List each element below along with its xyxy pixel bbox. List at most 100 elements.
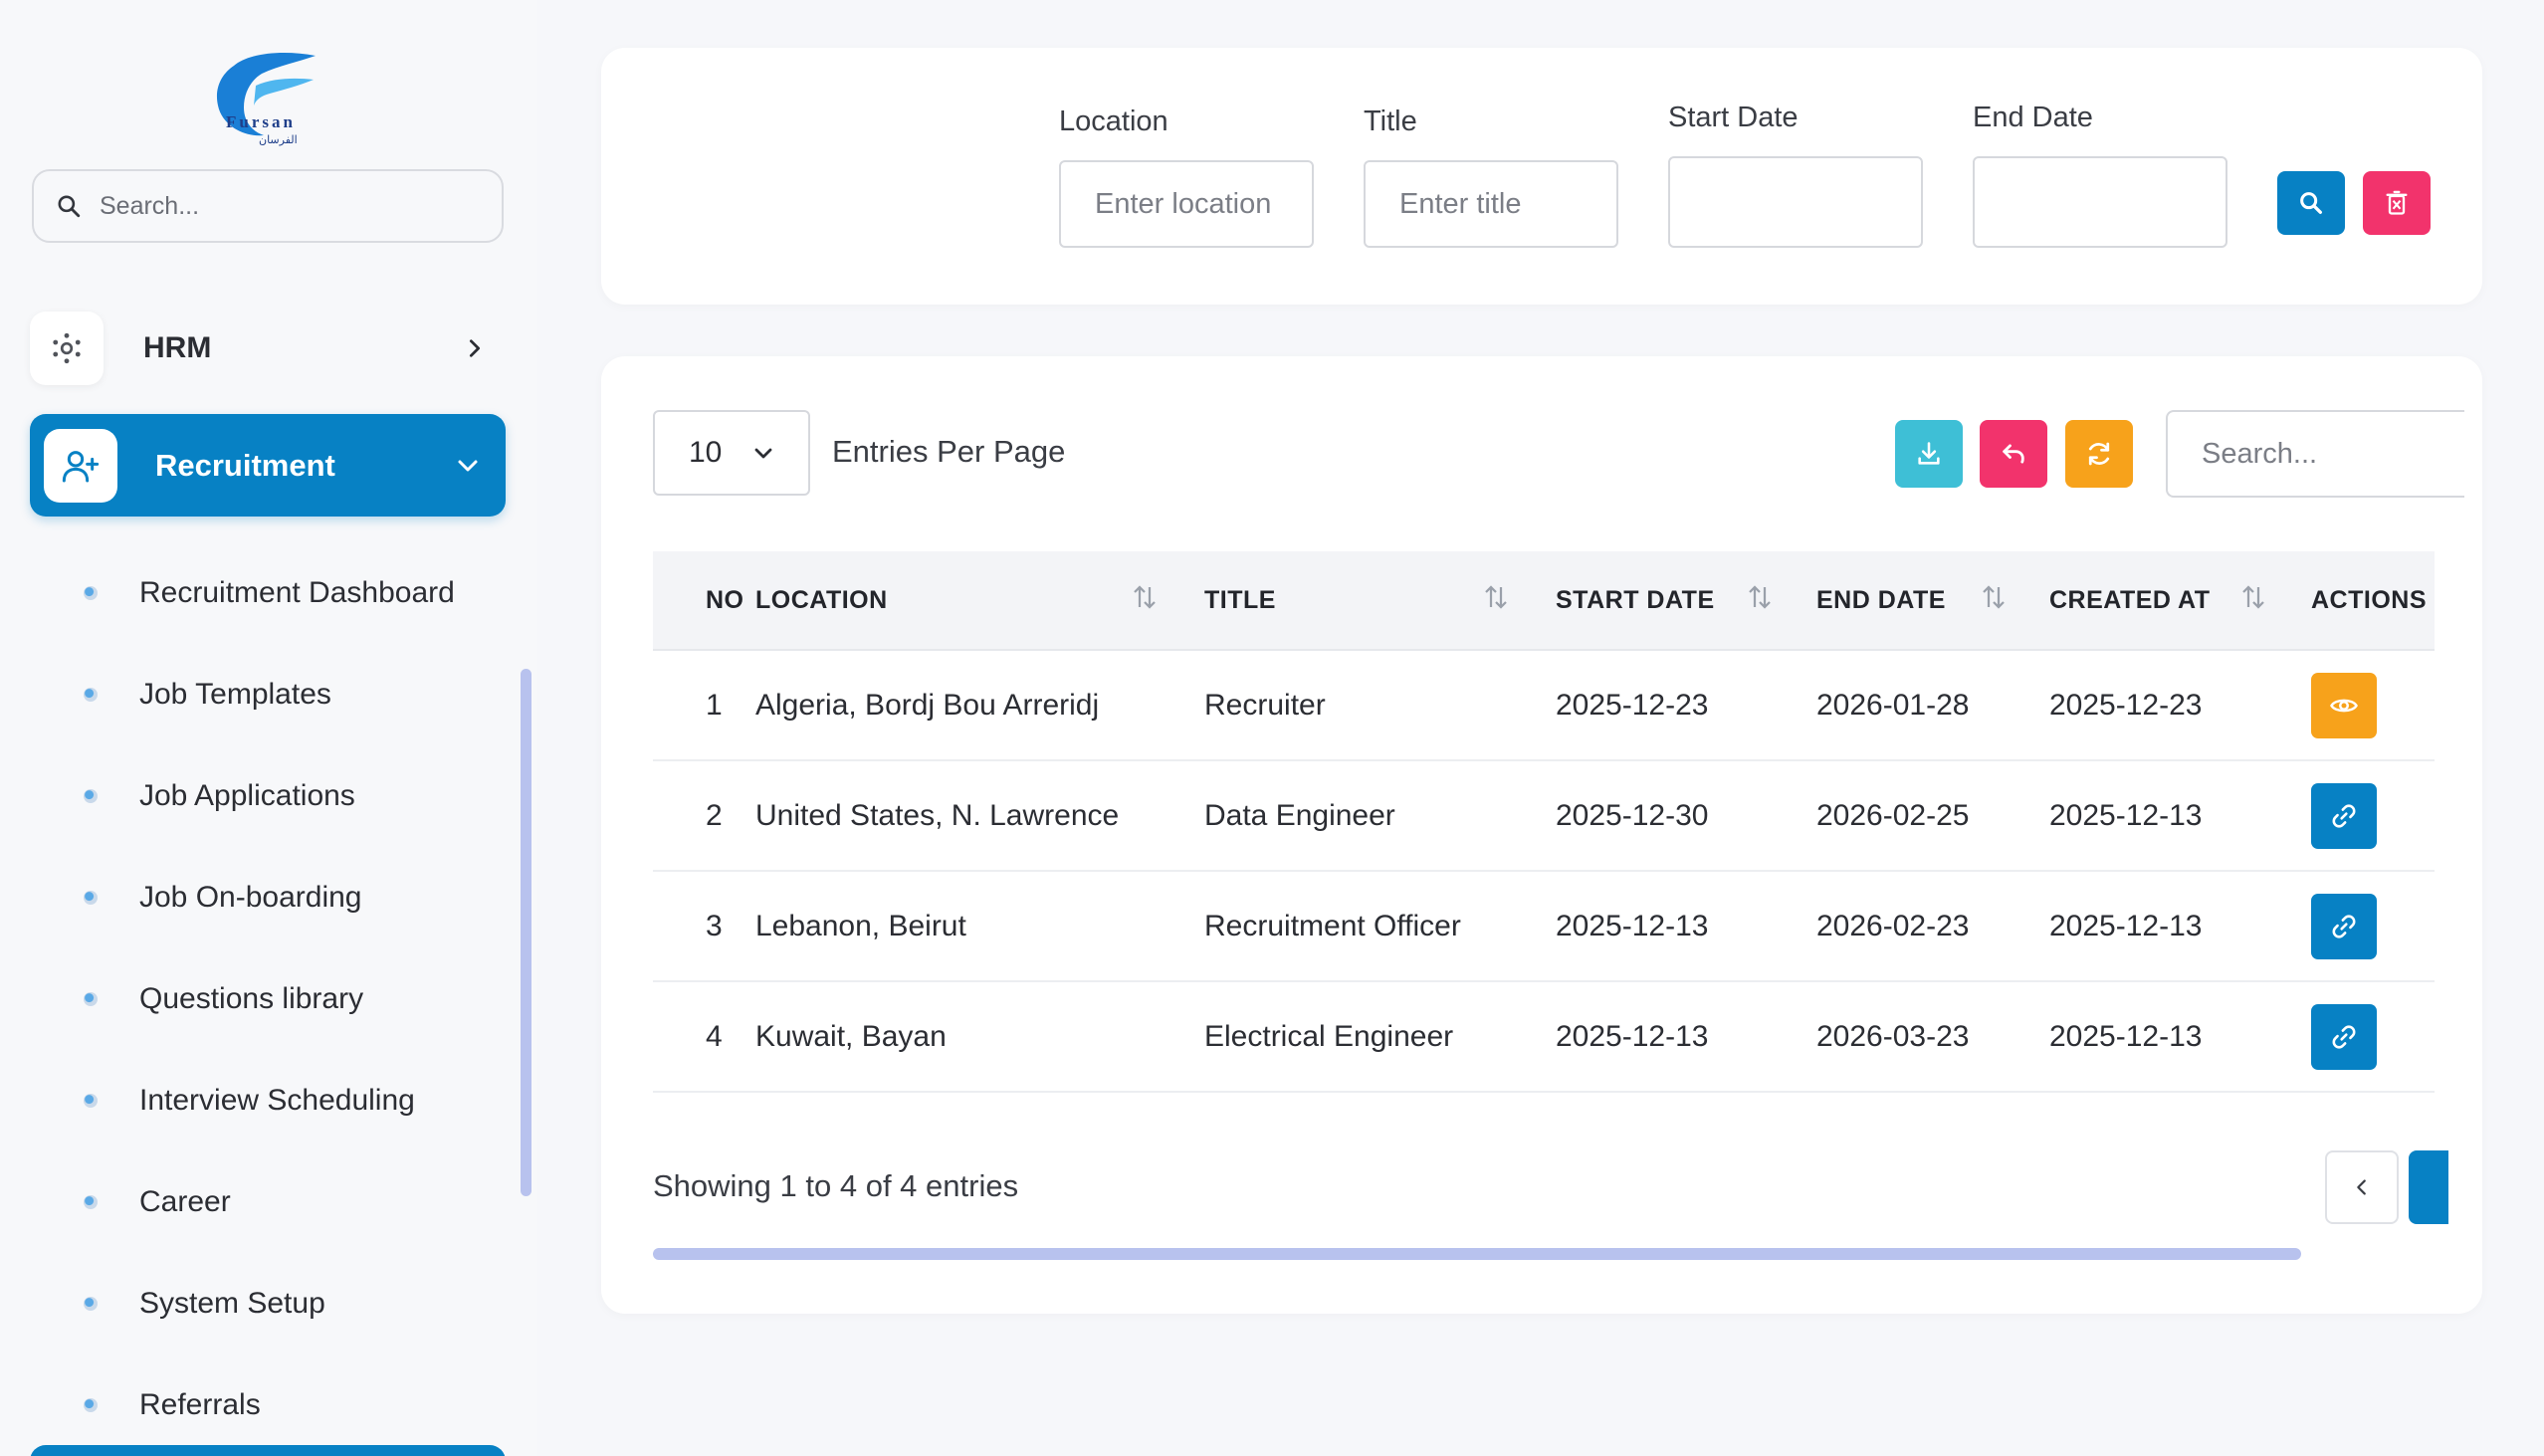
submenu-item-system-setup[interactable]: System Setup xyxy=(80,1253,518,1354)
link-icon xyxy=(2332,1024,2356,1049)
table-row: 4 Kuwait, Bayan Electrical Engineer 2025… xyxy=(653,982,2435,1093)
bullet-icon xyxy=(84,1297,98,1311)
sidebar-item-hrm-label: HRM xyxy=(143,331,212,364)
undo-icon xyxy=(2003,444,2024,464)
hrm-icon-box xyxy=(30,312,104,385)
end-date-filter: End Date xyxy=(1973,102,2227,248)
bullet-icon xyxy=(84,586,98,600)
title-input[interactable]: Enter title xyxy=(1364,160,1618,248)
filter-search-button[interactable] xyxy=(2277,171,2345,235)
row-actions xyxy=(2311,893,2435,959)
recruitment-icon-box xyxy=(44,428,117,503)
row-actions xyxy=(2311,782,2435,849)
bullet-icon xyxy=(84,1195,98,1209)
sort-icon[interactable] xyxy=(1481,582,1511,612)
sort-icon[interactable] xyxy=(1745,582,1775,612)
bullet-icon xyxy=(84,789,98,803)
filter-card: Location Enter location Title Enter titl… xyxy=(601,48,2482,305)
bullet-icon xyxy=(84,1398,98,1412)
svg-text:الفرسان: الفرسان xyxy=(259,133,298,146)
sidebar-item-recruitment[interactable]: Recruitment xyxy=(30,414,506,517)
link-icon xyxy=(2332,914,2356,938)
search-icon xyxy=(2300,192,2322,214)
eye-icon xyxy=(2330,699,2358,712)
entries-per-page-label: Entries Per Page xyxy=(832,434,1066,469)
entries-value: 10 xyxy=(689,436,723,469)
link-button[interactable] xyxy=(2311,893,2377,959)
sidebar-item-recruitment-label: Recruitment xyxy=(155,447,335,483)
user-plus-icon xyxy=(62,450,100,482)
table-row: 1 Algeria, Bordj Bou Arreridj Recruiter … xyxy=(653,651,2435,761)
sort-icon[interactable] xyxy=(1130,582,1160,612)
sidebar-next-item[interactable] xyxy=(30,1445,506,1456)
end-date-input[interactable] xyxy=(1973,156,2227,248)
start-date-filter: Start Date xyxy=(1668,102,1923,248)
col-header-title[interactable]: TITLE xyxy=(1204,584,1556,615)
col-header-actions: ACTIONS xyxy=(2311,585,2427,614)
location-label: Location xyxy=(1059,105,1168,137)
chevron-down-icon xyxy=(754,448,772,459)
submenu-item-job-onboarding[interactable]: Job On-boarding xyxy=(80,847,518,948)
showing-entries-text: Showing 1 to 4 of 4 entries xyxy=(653,1168,1019,1203)
sidebar-search-input[interactable] xyxy=(100,191,458,221)
title-label: Title xyxy=(1364,105,1417,137)
recruitment-submenu: Recruitment Dashboard Job Templates Job … xyxy=(80,542,518,1456)
col-header-end-date[interactable]: END DATE xyxy=(1816,584,2049,615)
location-filter: Location Enter location xyxy=(1059,105,1314,248)
col-header-created-at[interactable]: CREATED AT xyxy=(2049,584,2311,615)
link-icon xyxy=(2332,803,2356,828)
export-button[interactable] xyxy=(1895,420,1963,488)
refresh-button[interactable] xyxy=(2065,420,2133,488)
chevron-right-icon xyxy=(469,339,481,357)
table-horizontal-scrollbar[interactable] xyxy=(653,1248,2301,1260)
sidebar-scrollbar[interactable] xyxy=(521,669,531,1196)
table-row: 3 Lebanon, Beirut Recruitment Officer 20… xyxy=(653,872,2435,982)
submenu-item-interview-scheduling[interactable]: Interview Scheduling xyxy=(80,1050,518,1151)
bullet-icon xyxy=(84,891,98,905)
start-date-label: Start Date xyxy=(1668,102,1799,133)
svg-text:Fursan: Fursan xyxy=(226,112,296,131)
pagination-prev-button[interactable] xyxy=(2325,1150,2399,1224)
submenu-item-recruitment-dashboard[interactable]: Recruitment Dashboard xyxy=(80,542,518,644)
link-button[interactable] xyxy=(2311,782,2377,849)
start-date-input[interactable] xyxy=(1668,156,1923,248)
recruitment-table: NO LOCATION TITLE START DATE xyxy=(653,551,2435,1093)
undo-button[interactable] xyxy=(1980,420,2047,488)
clear-filters-button[interactable] xyxy=(2363,171,2431,235)
bullet-icon xyxy=(84,688,98,702)
table-row: 2 United States, N. Lawrence Data Engine… xyxy=(653,761,2435,872)
col-header-location[interactable]: LOCATION xyxy=(755,584,1204,615)
chevron-down-icon xyxy=(458,460,478,471)
submenu-item-job-applications[interactable]: Job Applications xyxy=(80,745,518,847)
table-header: NO LOCATION TITLE START DATE xyxy=(653,551,2435,651)
sidebar-search[interactable] xyxy=(32,169,504,243)
sidebar: Fursan الفرسان HRM xyxy=(0,0,537,1456)
title-filter: Title Enter title xyxy=(1364,105,1618,248)
download-icon xyxy=(1918,442,1940,465)
submenu-item-career[interactable]: Career xyxy=(80,1151,518,1253)
entries-per-page-select[interactable]: 10 xyxy=(653,410,810,496)
sort-icon[interactable] xyxy=(1979,582,2009,612)
link-button[interactable] xyxy=(2311,1003,2377,1070)
submenu-item-job-templates[interactable]: Job Templates xyxy=(80,644,518,745)
bullet-icon xyxy=(84,992,98,1006)
submenu-item-referrals[interactable]: Referrals xyxy=(80,1354,518,1456)
col-header-no[interactable]: NO xyxy=(706,585,744,614)
pagination-current-page[interactable] xyxy=(2409,1150,2448,1224)
end-date-label: End Date xyxy=(1973,102,2093,133)
view-button[interactable] xyxy=(2311,672,2377,738)
submenu-item-questions-library[interactable]: Questions library xyxy=(80,948,518,1050)
location-input[interactable]: Enter location xyxy=(1059,160,1314,248)
sidebar-item-hrm[interactable]: HRM xyxy=(30,309,506,388)
refresh-icon xyxy=(2088,442,2110,466)
bullet-icon xyxy=(84,1094,98,1108)
row-actions xyxy=(2311,672,2435,738)
search-icon xyxy=(58,195,81,218)
sort-icon[interactable] xyxy=(2238,582,2268,612)
table-search-input[interactable]: Search... xyxy=(2166,410,2464,498)
clear-filter-icon xyxy=(2386,190,2408,215)
row-actions xyxy=(2311,1003,2435,1070)
col-header-start-date[interactable]: START DATE xyxy=(1556,584,1816,615)
hrm-network-icon xyxy=(53,332,81,364)
chevron-left-icon xyxy=(2357,1179,2366,1195)
